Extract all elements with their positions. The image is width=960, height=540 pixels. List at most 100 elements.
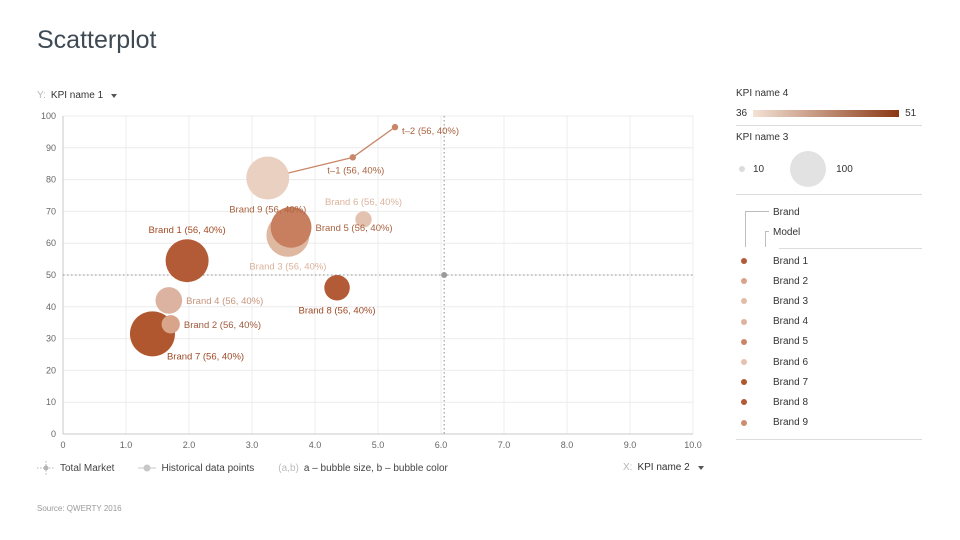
size-scale-max: 100 [836, 163, 853, 175]
brand-legend-item[interactable]: Brand 9 [736, 413, 922, 433]
brand-color-dot [741, 258, 747, 265]
brand-legend-item[interactable]: Brand 3 [736, 291, 922, 311]
brand-color-dot [741, 419, 747, 426]
color-legend-title: KPI name 4 [736, 88, 789, 99]
size-legend-title: KPI name 3 [736, 132, 789, 143]
x-tick-label: 6.0 [435, 440, 448, 450]
bubbles [129, 156, 372, 357]
bubble-label: Brand 9 (56, 40%) [229, 205, 306, 216]
brand-legend-label: Brand 2 [773, 275, 809, 287]
bubble-brand-4 [155, 287, 183, 314]
source-note: Source: QWERTY 2016 [37, 504, 122, 513]
legend-historical: Historical data points [138, 461, 254, 475]
brand-legend-label: Brand 9 [773, 417, 809, 429]
bubble-label: Brand 7 (56, 40%) [167, 351, 244, 362]
size-scale-min: 10 [753, 163, 765, 175]
brand-color-dot [741, 338, 747, 345]
legend-historical-label: Historical data points [161, 462, 255, 474]
brand-legend-item[interactable]: Brand 5 [736, 332, 922, 352]
size-scale: 10 100 [736, 149, 922, 189]
brand-color-dot [741, 359, 747, 366]
brand-legend-label: Brand 5 [773, 336, 809, 348]
bottom-legend: Total Market Historical data points (a,b… [37, 461, 472, 475]
brand-color-dot [741, 278, 747, 285]
legend-panel: KPI name 4 36 51 KPI name 3 10 100 Brand… [736, 88, 922, 440]
y-tick-label: 30 [46, 334, 56, 344]
brand-legend-label: Brand 1 [773, 255, 809, 267]
hierarchy-level-model[interactable]: Model [773, 227, 801, 238]
bubble-label: Brand 6 (56, 40%) [325, 197, 402, 208]
y-tick-label: 90 [46, 143, 56, 153]
bubble-labels: t–1 (56, 40%) t–2 (56, 40%) Brand 1 (56, 4… [149, 126, 460, 362]
legend-note-key: (a,b) [278, 462, 299, 474]
color-scale: 36 51 [736, 108, 922, 119]
brand-color-dot [741, 379, 747, 386]
x-tick-label: 5.0 [372, 440, 385, 450]
brand-legend-item[interactable]: Brand 1 [736, 251, 922, 271]
brand-legend-list: Brand 1 Brand 2 Brand 3 Brand 4 Brand 5 Brand… [736, 251, 922, 433]
brand-legend-label: Brand 6 [773, 356, 809, 368]
x-tick-label: 7.0 [498, 440, 511, 450]
color-scale-max: 51 [905, 108, 917, 119]
brand-legend-item[interactable]: Brand 8 [736, 392, 922, 412]
y-tick-label: 10 [46, 397, 56, 407]
y-tick-label: 60 [46, 238, 56, 248]
bubble-brand-1 [165, 239, 209, 283]
brand-legend-item[interactable]: Brand 4 [736, 312, 922, 332]
brand-legend-item[interactable]: Brand 6 [736, 352, 922, 372]
x-tick-label: 1.0 [120, 440, 133, 450]
bubble-label: Brand 2 (56, 40%) [184, 320, 261, 331]
page-title: Scatterplot [37, 26, 157, 54]
color-gradient-bar [753, 110, 900, 117]
bubble-label: Brand 3 (56, 40%) [249, 262, 326, 273]
bubble-brand-6 [355, 211, 372, 228]
color-scale-min: 36 [736, 108, 748, 119]
bubble-label: Brand 5 (56, 40%) [316, 223, 393, 234]
brand-color-dot [741, 298, 747, 305]
y-tick-label: 40 [46, 302, 56, 312]
grid-lines [62, 115, 694, 435]
x-tick-label: 4.0 [309, 440, 322, 450]
bubble-label: Brand 4 (56, 40%) [186, 296, 263, 307]
legend-total-market: Total Market [37, 461, 114, 475]
x-axis-kpi-dropdown[interactable]: X: KPI name 2 [623, 462, 704, 473]
history-point [349, 154, 356, 161]
y-axis-prefix: Y: [37, 90, 46, 101]
size-small-circle [739, 166, 745, 172]
bubble-label: Brand 1 (56, 40%) [149, 225, 226, 236]
y-tick-label: 100 [41, 111, 56, 121]
history-point-label: t–1 (56, 40%) [327, 165, 384, 176]
chevron-down-icon [111, 93, 118, 98]
total-market-point [441, 272, 448, 278]
y-tick-label: 70 [46, 206, 56, 216]
x-tick-label: 2.0 [183, 440, 196, 450]
brand-legend-item[interactable]: Brand 2 [736, 271, 922, 291]
brand-legend-label: Brand 4 [773, 316, 809, 328]
y-axis-kpi-label: KPI name 1 [50, 90, 104, 101]
x-tick-label: 0 [60, 440, 65, 450]
axes: 0 1.0 2.0 3.0 4.0 5.0 6.0 7.0 8.0 9.0 10.0 0 10 20 30 4… [41, 111, 702, 450]
legend-note-text: a – bubble size, b – bubble color [303, 462, 448, 474]
y-tick-label: 80 [46, 175, 56, 185]
y-axis-kpi-dropdown[interactable]: Y: KPI name 1 [37, 90, 118, 101]
brand-legend-label: Brand 8 [773, 396, 809, 408]
x-axis-prefix: X: [623, 462, 633, 473]
history-point [391, 123, 399, 131]
bubble-label: Brand 8 (56, 40%) [298, 305, 375, 316]
chevron-down-icon [697, 465, 704, 470]
total-market-icon [37, 461, 55, 475]
bubble-brand-9 [246, 156, 290, 200]
y-tick-label: 20 [46, 365, 56, 375]
brand-legend-item[interactable]: Brand 7 [736, 372, 922, 392]
bubble-brand-5 [270, 206, 312, 248]
x-tick-label: 10.0 [684, 440, 702, 450]
brand-legend-label: Brand 3 [773, 295, 809, 307]
hierarchy-level-brand[interactable]: Brand [773, 207, 800, 218]
brand-color-dot [741, 399, 747, 406]
legend-bubble-note: (a,b) a – bubble size, b – bubble color [278, 463, 448, 474]
x-tick-label: 3.0 [246, 440, 259, 450]
y-tick-label: 0 [51, 429, 56, 439]
historical-points-icon [138, 464, 157, 472]
brand-legend-label: Brand 7 [773, 376, 809, 388]
y-tick-label: 50 [46, 270, 56, 280]
